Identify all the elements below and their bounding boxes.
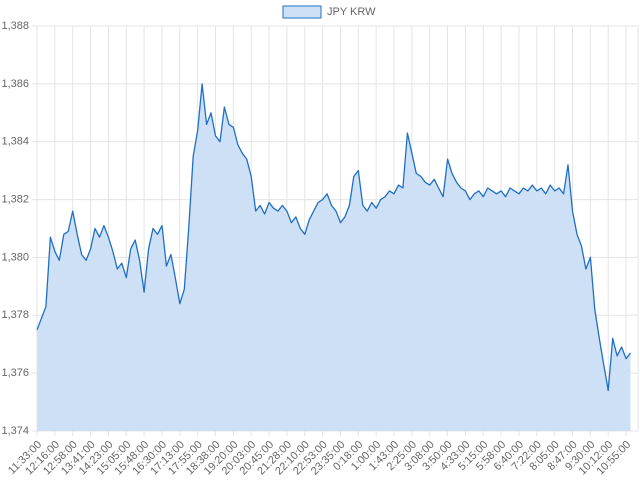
y-tick-label: 1,378: [1, 309, 29, 321]
y-tick-label: 1,388: [1, 20, 29, 32]
area-fill: [37, 83, 631, 432]
y-tick-label: 1,374: [1, 425, 29, 437]
legend-swatch: [282, 5, 322, 19]
line: [36, 83, 632, 392]
legend-label: JPY KRW: [327, 6, 376, 18]
y-tick-label: 1,380: [1, 251, 29, 263]
y-tick-label: 1,386: [1, 78, 29, 90]
y-tick-label: 1,376: [1, 367, 29, 379]
y-tick-label: 1,382: [1, 193, 29, 205]
y-tick-label: 1,384: [1, 136, 29, 148]
